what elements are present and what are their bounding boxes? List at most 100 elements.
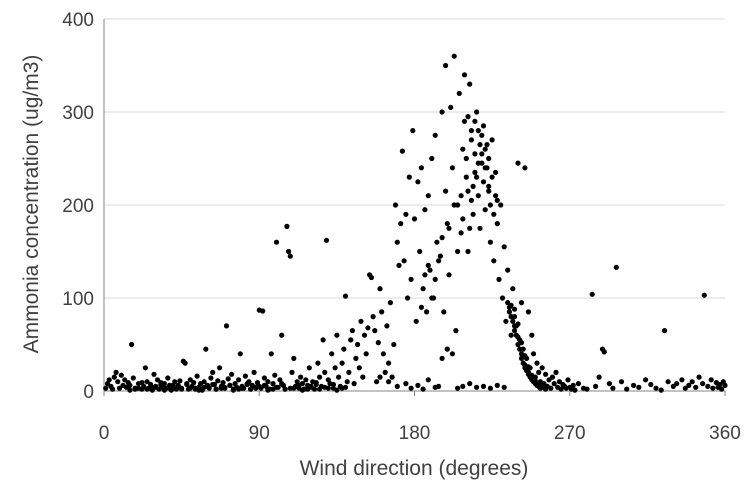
data-point bbox=[425, 193, 431, 199]
data-point bbox=[653, 385, 659, 391]
data-point bbox=[229, 371, 235, 377]
data-point bbox=[463, 155, 469, 162]
data-point bbox=[425, 377, 431, 383]
data-point bbox=[565, 377, 571, 383]
data-point bbox=[474, 384, 480, 390]
data-point bbox=[572, 387, 578, 393]
data-point bbox=[477, 225, 483, 231]
axes bbox=[103, 19, 726, 396]
data-point bbox=[446, 272, 452, 278]
data-point bbox=[722, 382, 728, 388]
x-tick-label: 360 bbox=[709, 423, 741, 444]
data-point bbox=[260, 308, 266, 314]
data-point bbox=[394, 383, 400, 389]
data-point bbox=[386, 360, 392, 366]
gridlines bbox=[104, 18, 725, 299]
data-point bbox=[470, 211, 476, 217]
data-point bbox=[355, 341, 361, 348]
data-point bbox=[386, 379, 392, 385]
data-point bbox=[455, 385, 461, 391]
data-point bbox=[686, 382, 692, 388]
data-point bbox=[439, 235, 445, 241]
data-point bbox=[322, 369, 328, 375]
data-point bbox=[368, 274, 374, 281]
data-point bbox=[708, 377, 714, 383]
data-point bbox=[449, 351, 455, 357]
data-point bbox=[484, 142, 490, 148]
data-point bbox=[465, 248, 471, 255]
data-point bbox=[127, 382, 133, 388]
y-axis-title: Ammonia concentration (ug/m3) bbox=[20, 55, 43, 354]
data-point bbox=[382, 369, 388, 375]
data-point bbox=[451, 202, 457, 208]
data-point bbox=[432, 132, 438, 138]
data-point bbox=[306, 365, 312, 371]
data-point bbox=[344, 379, 350, 385]
data-point bbox=[436, 258, 442, 264]
data-point bbox=[341, 346, 347, 352]
data-point bbox=[511, 328, 518, 334]
data-point bbox=[311, 386, 318, 392]
data-point bbox=[518, 340, 525, 346]
data-point bbox=[391, 341, 397, 348]
data-point bbox=[510, 286, 516, 292]
data-point bbox=[486, 183, 492, 189]
data-point bbox=[467, 225, 473, 231]
y-tick-label: 100 bbox=[62, 289, 94, 310]
data-point bbox=[700, 381, 706, 387]
data-point bbox=[558, 386, 564, 392]
data-point bbox=[342, 293, 349, 299]
data-point bbox=[434, 239, 440, 245]
data-point bbox=[551, 381, 557, 387]
data-point bbox=[334, 387, 340, 393]
data-point bbox=[191, 380, 197, 386]
data-point bbox=[494, 221, 500, 227]
data-point bbox=[336, 374, 342, 380]
data-point bbox=[475, 193, 481, 199]
data-point bbox=[618, 379, 625, 385]
data-point bbox=[132, 386, 138, 392]
data-point bbox=[515, 334, 521, 340]
data-point bbox=[543, 386, 549, 392]
data-point bbox=[460, 146, 466, 152]
data-point bbox=[361, 332, 368, 338]
data-point bbox=[494, 382, 500, 388]
data-point bbox=[298, 374, 304, 380]
data-point bbox=[682, 385, 688, 391]
data-point bbox=[177, 378, 183, 384]
data-point bbox=[363, 351, 369, 357]
data-point bbox=[461, 72, 468, 78]
data-point bbox=[242, 373, 248, 379]
data-point bbox=[144, 379, 150, 385]
data-point bbox=[487, 202, 493, 208]
data-point bbox=[679, 377, 685, 383]
data-point bbox=[427, 267, 433, 273]
data-point bbox=[456, 90, 462, 96]
data-point bbox=[420, 386, 426, 392]
data-point bbox=[455, 248, 461, 255]
data-point bbox=[103, 385, 109, 391]
data-point bbox=[396, 262, 402, 268]
data-point bbox=[525, 364, 532, 370]
data-point bbox=[439, 109, 445, 115]
data-point bbox=[210, 369, 216, 375]
data-point bbox=[339, 360, 345, 366]
data-point bbox=[215, 378, 221, 384]
y-tick-label: 200 bbox=[62, 196, 94, 217]
data-point bbox=[443, 188, 449, 194]
data-point bbox=[165, 375, 171, 381]
data-point bbox=[530, 351, 537, 357]
data-point bbox=[339, 385, 345, 391]
data-point bbox=[208, 375, 214, 381]
data-point bbox=[313, 380, 319, 386]
data-point bbox=[468, 128, 474, 134]
data-point bbox=[122, 377, 128, 383]
data-point bbox=[320, 337, 326, 343]
data-point bbox=[636, 384, 642, 390]
data-point bbox=[482, 207, 488, 213]
data-point bbox=[474, 109, 480, 115]
data-point bbox=[506, 309, 512, 315]
data-point bbox=[377, 374, 383, 380]
data-point bbox=[384, 323, 390, 329]
data-point bbox=[227, 382, 233, 388]
